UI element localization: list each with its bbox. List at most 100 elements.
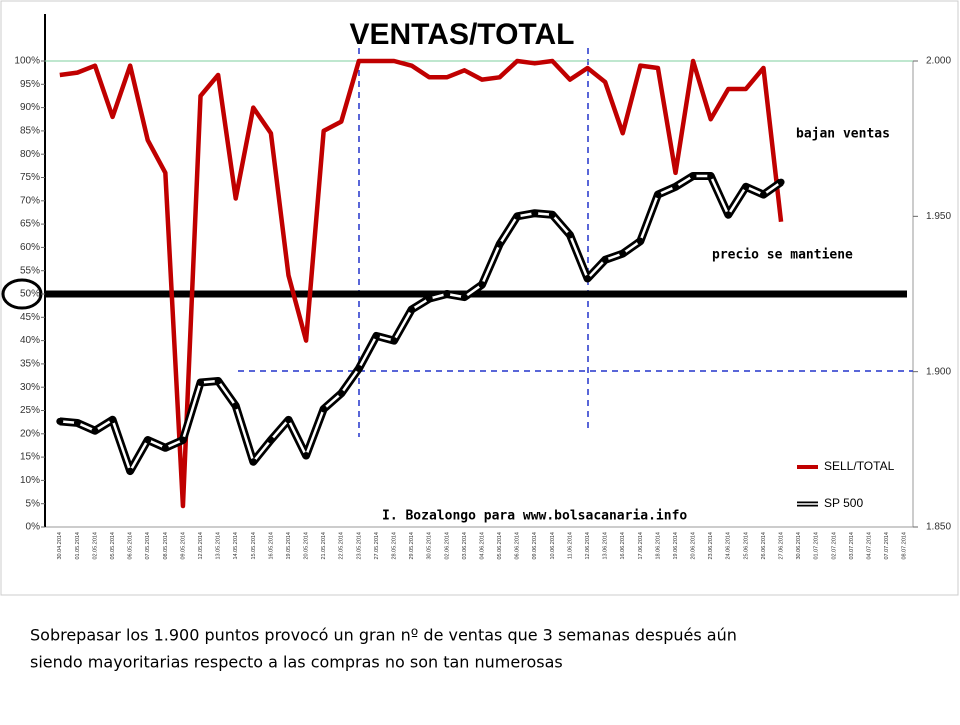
point (56, 417, 64, 425)
x-tick-label: 25.06.2014 (743, 532, 749, 560)
chart-title: VENTAS/TOTAL (350, 18, 575, 51)
point (302, 452, 310, 460)
x-tick-label: 04.06.2014 (479, 532, 485, 560)
caption: Sobrepasar los 1.900 puntos provocó un g… (30, 626, 737, 645)
point (73, 419, 81, 427)
x-tick-label: 23.05.2014 (356, 532, 362, 560)
x-tick-label: 13.05.2014 (216, 532, 222, 560)
y2-tick-label: 1.950 (926, 211, 951, 222)
x-tick-label: 01.05.2014 (75, 532, 81, 560)
x-tick-label: 23.06.2014 (708, 532, 714, 560)
point (548, 211, 556, 219)
point (425, 295, 433, 303)
y-tick-label: 0% (26, 522, 41, 533)
point (513, 212, 521, 220)
point (372, 332, 380, 340)
y-tick-label: 20% (20, 428, 40, 439)
point (390, 337, 398, 345)
point (619, 250, 627, 258)
x-tick-label: 11.06.2014 (567, 532, 573, 559)
point (566, 231, 574, 239)
x-tick-label: 15.05.2014 (251, 532, 257, 560)
y-tick-label: 5% (26, 498, 41, 509)
point (672, 183, 680, 191)
point (408, 306, 416, 314)
x-tick-label: 05.06.2014 (497, 532, 503, 560)
x-tick-label: 20.05.2014 (304, 532, 310, 560)
annotation: I. Bozalongo para www.bolsacanaria.info (382, 509, 687, 524)
x-tick-label: 08.05.2014 (163, 532, 169, 560)
y-tick-label: 35% (20, 359, 40, 370)
point (249, 458, 257, 466)
x-tick-label: 24.06.2014 (726, 532, 732, 560)
y-tick-label: 95% (20, 79, 40, 90)
point (355, 365, 363, 373)
point (126, 467, 134, 475)
x-tick-label: 03.07.2014 (849, 532, 855, 560)
x-tick-label: 17.06.2014 (638, 532, 644, 560)
y-tick-label: 30% (20, 382, 40, 393)
y2-tick-label: 1.850 (926, 522, 951, 533)
x-tick-label: 16.05.2014 (268, 532, 274, 560)
y2-tick-label: 2.000 (926, 56, 951, 67)
y-tick-label: 60% (20, 242, 40, 253)
y-tick-label: 80% (20, 149, 40, 160)
x-tick-label: 10.06.2014 (550, 532, 556, 560)
point (179, 436, 187, 444)
x-tick-label: 20.06.2014 (691, 532, 697, 560)
point (654, 191, 662, 199)
x-tick-label: 12.06.2014 (585, 532, 591, 560)
point (636, 237, 644, 245)
x-tick-label: 27.05.2014 (374, 532, 380, 560)
x-tick-label: 04.07.2014 (866, 532, 872, 560)
y-tick-label: 45% (20, 312, 40, 323)
y-tick-label: 50% (20, 289, 40, 300)
x-tick-label: 19.05.2014 (286, 532, 292, 560)
point (232, 402, 240, 410)
point (214, 377, 222, 385)
point (109, 416, 117, 424)
point (337, 389, 345, 397)
x-tick-label: 09.05.2014 (180, 532, 186, 560)
annotation: precio se mantiene (712, 248, 853, 263)
x-tick-label: 07.07.2014 (884, 532, 890, 560)
x-tick-label: 16.06.2014 (620, 532, 626, 560)
point (460, 293, 468, 301)
point (478, 281, 486, 289)
point (144, 436, 152, 444)
x-tick-label: 18.06.2014 (655, 532, 661, 560)
y-tick-label: 85% (20, 126, 40, 137)
x-tick-label: 30.04.2014 (57, 532, 63, 560)
x-tick-label: 29.05.2014 (409, 532, 415, 560)
y-tick-label: 55% (20, 265, 40, 276)
y-tick-label: 100% (14, 56, 40, 67)
point (707, 172, 715, 180)
x-tick-label: 02.06.2014 (444, 532, 450, 560)
x-tick-label: 06.05.2014 (128, 532, 134, 560)
x-tick-label: 01.07.2014 (814, 532, 820, 560)
x-tick-label: 27.06.2014 (779, 532, 785, 560)
x-tick-label: 03.06.2014 (462, 532, 468, 560)
point (759, 191, 767, 199)
y-tick-label: 70% (20, 195, 40, 206)
point (91, 427, 99, 435)
x-tick-label: 06.06.2014 (515, 532, 521, 560)
point (197, 379, 205, 387)
x-tick-label: 19.06.2014 (673, 532, 679, 560)
series-line (59, 58, 784, 509)
y2-tick-label: 1.900 (926, 366, 951, 377)
point (724, 211, 732, 219)
x-tick-label: 30.05.2014 (427, 532, 433, 560)
x-tick-label: 02.07.2014 (831, 532, 837, 560)
point (267, 436, 275, 444)
x-tick-label: 12.05.2014 (198, 532, 204, 560)
x-tick-label: 22.05.2014 (339, 532, 345, 560)
point (601, 256, 609, 264)
y-tick-label: 65% (20, 219, 40, 230)
point (777, 178, 785, 186)
y-tick-label: 10% (20, 475, 40, 486)
point (689, 172, 697, 180)
point (496, 240, 504, 248)
point (320, 405, 328, 413)
